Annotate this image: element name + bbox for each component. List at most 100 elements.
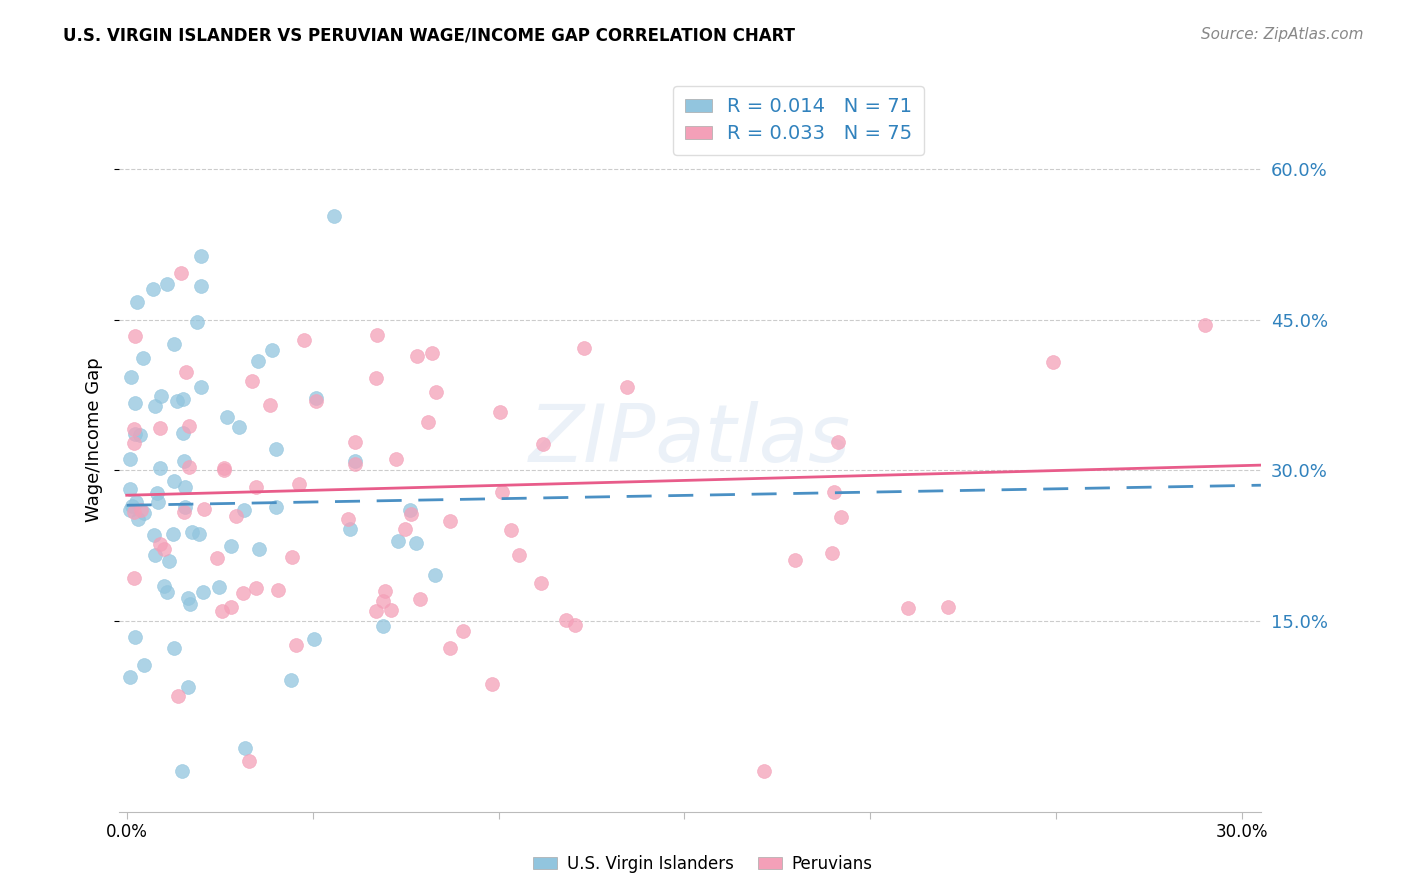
Point [186,315,208,329]
Point [499,524,522,538]
Point [212,461,235,475]
Point [394,522,416,536]
Point [131,351,153,365]
Point [233,502,256,516]
Point [121,499,143,513]
Point [451,624,474,639]
Point [187,526,209,541]
Point [264,500,287,515]
Point [122,421,145,435]
Point [246,354,269,368]
Point [146,495,169,509]
Point [260,343,283,358]
Point [259,398,281,412]
Text: Source: ZipAtlas.com: Source: ZipAtlas.com [1201,27,1364,42]
Text: ZIPatlas: ZIPatlas [529,401,851,479]
Point [149,460,172,475]
Point [420,346,443,360]
Point [153,579,176,593]
Legend: U.S. Virgin Islanders, Peruvians: U.S. Virgin Islanders, Peruvians [527,848,879,880]
Point [217,409,239,424]
Point [212,463,235,477]
Point [423,568,446,582]
Point [143,527,166,541]
Point [205,551,228,566]
Point [120,670,142,684]
Point [439,641,461,656]
Point [120,370,142,384]
Point [897,600,920,615]
Point [190,279,212,293]
Point [280,673,302,687]
Point [174,365,197,379]
Point [124,329,146,343]
Point [125,494,148,508]
Point [374,583,396,598]
Point [163,336,186,351]
Point [173,505,195,519]
Point [337,512,360,526]
Point [373,619,395,633]
Point [173,454,195,468]
Point [287,476,309,491]
Point [177,681,200,695]
Point [387,533,409,548]
Point [783,553,806,567]
Point [384,451,406,466]
Point [191,585,214,599]
Point [481,677,503,691]
Point [122,571,145,585]
Point [142,282,165,296]
Point [1194,318,1216,332]
Point [219,539,242,553]
Point [406,349,429,363]
Point [267,583,290,598]
Point [193,502,215,516]
Point [221,600,243,615]
Point [177,591,200,605]
Point [305,392,328,406]
Point [131,503,153,517]
Point [292,333,315,347]
Point [174,480,197,494]
Point [120,452,142,467]
Legend: R = 0.014   N = 71, R = 0.033   N = 75: R = 0.014 N = 71, R = 0.033 N = 75 [673,86,924,155]
Point [146,485,169,500]
Point [124,395,146,409]
Point [564,618,586,632]
Point [127,512,149,526]
Point [225,509,247,524]
Point [366,371,388,385]
Point [530,575,553,590]
Point [177,418,200,433]
Point [143,549,166,563]
Point [323,209,346,223]
Point [211,604,233,618]
Point [170,764,193,779]
Point [240,374,263,388]
Point [166,394,188,409]
Point [157,554,180,568]
Point [380,603,402,617]
Point [264,442,287,457]
Point [531,437,554,451]
Point [344,454,367,468]
Point [228,419,250,434]
Point [233,741,256,756]
Text: U.S. VIRGIN ISLANDER VS PERUVIAN WAGE/INCOME GAP CORRELATION CHART: U.S. VIRGIN ISLANDER VS PERUVIAN WAGE/IN… [63,27,796,45]
Point [343,434,366,449]
Point [371,594,394,608]
Point [170,266,193,280]
Point [162,526,184,541]
Point [366,328,388,343]
Point [304,632,326,646]
Point [163,474,186,488]
Point [508,548,530,562]
Point [489,405,512,419]
Point [823,485,845,500]
Point [555,614,578,628]
Point [938,599,960,614]
Point [281,550,304,565]
Point [305,393,328,408]
Point [491,484,513,499]
